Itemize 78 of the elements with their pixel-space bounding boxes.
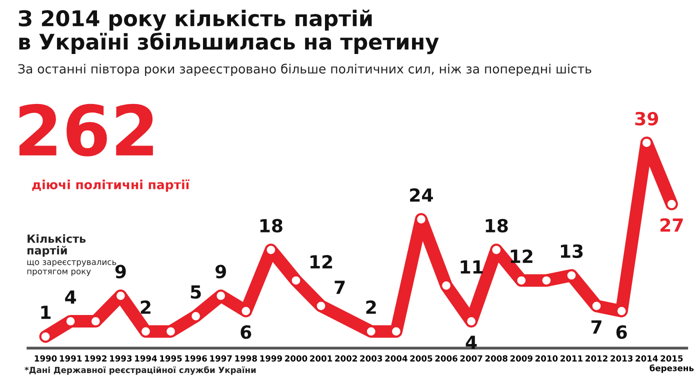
data-label: 7: [334, 280, 345, 294]
x-tick-label: 1999: [260, 355, 282, 362]
x-tick-label: 1991: [60, 355, 82, 362]
x-tick-label: 1990: [34, 355, 57, 362]
point: [65, 316, 76, 327]
y-axis-title: Кількість партій: [28, 234, 86, 257]
annotation: 262: [19, 104, 153, 156]
data-label: 5: [190, 285, 201, 299]
data-label: 18: [260, 218, 282, 233]
point: [366, 326, 377, 338]
point: [90, 316, 102, 327]
x-tick-label: 1995: [160, 355, 182, 362]
x-tick-label: 1993: [110, 355, 132, 362]
text: *Дані Державної реєстраційної служби України: [24, 366, 256, 375]
data-label: 9: [115, 264, 126, 278]
data-label: 39: [635, 112, 658, 126]
point: [140, 326, 152, 338]
x-tick-label: 2009: [510, 355, 532, 362]
x-tick-label: 2007: [460, 355, 482, 362]
x-tick-label: 2001: [310, 355, 332, 362]
x-tick-label: 2012: [586, 355, 608, 362]
point: [466, 316, 477, 327]
point: [190, 310, 202, 322]
point: [290, 274, 302, 286]
point: [165, 326, 176, 338]
data-label: 2: [140, 300, 150, 314]
x-tick-label: 1996: [185, 355, 207, 362]
point: [440, 280, 452, 292]
point: [265, 244, 276, 256]
data-label: 24: [410, 188, 433, 202]
x-tick-label: 2006: [435, 355, 458, 362]
x-tick-label: 2003: [360, 355, 382, 362]
x-tick-label: 2004: [385, 355, 408, 362]
x-tick-label: 2013: [610, 355, 633, 362]
point: [416, 214, 427, 225]
x-tick-label: 2008: [485, 355, 508, 362]
point: [616, 306, 628, 317]
point: [590, 300, 602, 312]
data-label: 4: [466, 336, 477, 349]
point: [641, 137, 652, 148]
point: [390, 326, 402, 338]
point: [215, 290, 226, 302]
x-tick-label: 2010: [536, 355, 558, 362]
data-label: 4: [65, 290, 76, 304]
data-label: 2: [366, 300, 376, 314]
annotation: діючі політичні партії: [32, 179, 190, 192]
data-label: 27: [660, 218, 683, 232]
point: [40, 330, 52, 342]
point: [315, 300, 327, 312]
point: [540, 274, 552, 286]
point: [516, 274, 527, 286]
x-tick-label: 2002: [335, 355, 357, 362]
data-label: 1: [41, 306, 51, 319]
x-tick-label: 1994: [135, 355, 157, 362]
point: [566, 270, 578, 281]
x-tick-label: 1997: [210, 355, 232, 362]
data-label: 13: [560, 244, 583, 258]
point: [490, 244, 502, 256]
chart-title: З 2014 року кількість партій в Україні збільшилась на третину: [18, 10, 439, 54]
point: [240, 306, 252, 317]
point: [115, 290, 126, 302]
data-label: 7: [591, 320, 602, 334]
point: [666, 198, 678, 210]
x-tick-label: 2005: [410, 355, 432, 362]
chart-subtitle: За останні півтора роки зареєстровано більше політичних сил, ніж за попередні шість: [18, 64, 592, 76]
x-tick-label: 2011: [560, 355, 583, 362]
data-label: 18: [486, 218, 508, 233]
data-label: 12: [310, 254, 332, 268]
x-tick-label: 2014: [636, 355, 658, 362]
data-label: 9: [216, 264, 226, 278]
x-tick-label: 2000: [285, 355, 308, 362]
data-label: 11: [460, 260, 483, 274]
x-tick-label: 1998: [235, 355, 257, 362]
data-label: 12: [510, 249, 532, 263]
annotation: що зареєструвались протягом року: [27, 260, 116, 276]
data-label: 6: [240, 325, 252, 339]
data-label: 6: [616, 325, 627, 339]
x-tick-label: 1992: [84, 355, 106, 362]
